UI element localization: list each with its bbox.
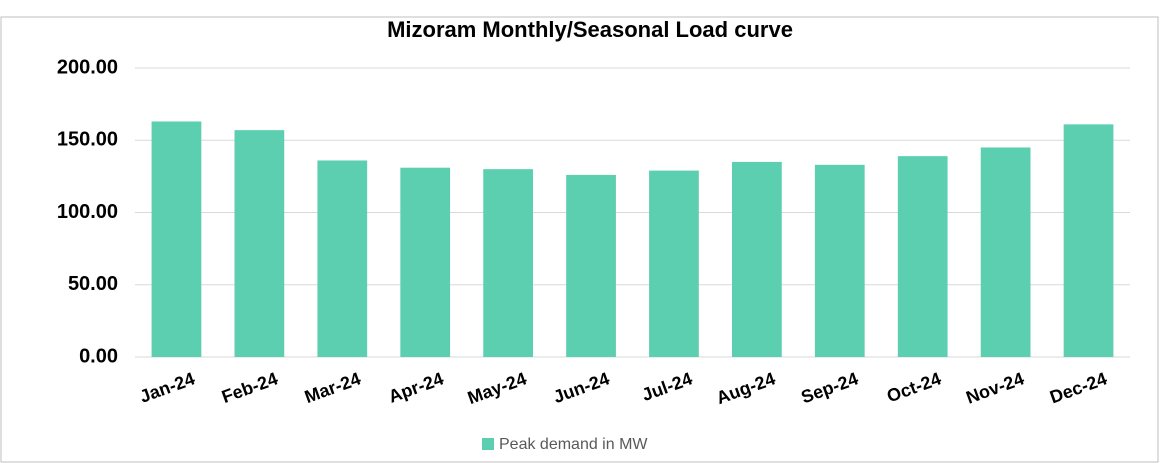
bar (483, 169, 533, 357)
chart-title: Mizoram Monthly/Seasonal Load curve (387, 17, 793, 42)
y-tick-label: 100.00 (57, 201, 118, 223)
bar (649, 170, 699, 357)
bar (980, 147, 1031, 357)
bar (1063, 124, 1114, 357)
bar (732, 161, 782, 357)
bar (234, 130, 285, 357)
bar (151, 121, 202, 357)
legend-swatch (482, 438, 494, 450)
legend-label: Peak demand in MW (499, 436, 648, 453)
bar (400, 167, 451, 357)
bar (566, 174, 616, 357)
bar (317, 160, 368, 357)
bar (897, 156, 948, 357)
y-tick-label: 50.00 (68, 273, 118, 295)
bar (814, 164, 865, 357)
y-tick-label: 150.00 (57, 129, 118, 151)
y-tick-label: 200.00 (57, 56, 118, 78)
y-tick-label: 0.00 (79, 345, 118, 367)
